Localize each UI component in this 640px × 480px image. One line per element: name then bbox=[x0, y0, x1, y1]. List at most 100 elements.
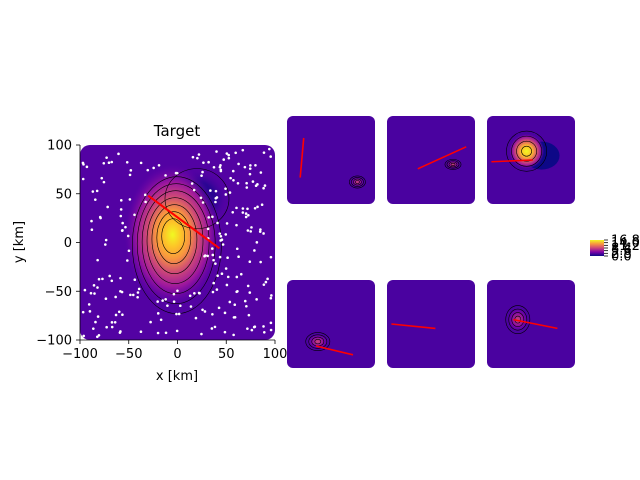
colorbar-tick-label: 0.0 bbox=[611, 250, 632, 265]
station-point bbox=[263, 184, 267, 187]
contour-line bbox=[156, 211, 192, 264]
station-point bbox=[258, 230, 262, 233]
station-point bbox=[125, 160, 129, 164]
station-point bbox=[156, 300, 159, 303]
peak-region bbox=[445, 160, 461, 169]
station-point bbox=[250, 328, 254, 332]
station-point bbox=[269, 155, 273, 158]
station-point bbox=[253, 206, 257, 210]
station-point bbox=[121, 313, 124, 316]
station-point bbox=[247, 213, 250, 217]
station-point bbox=[146, 168, 150, 172]
station-point bbox=[245, 186, 249, 189]
panel-background bbox=[287, 280, 375, 368]
contour-line bbox=[448, 161, 458, 168]
station-point bbox=[211, 290, 215, 294]
station-point bbox=[248, 167, 252, 170]
colorbar-gradient bbox=[590, 240, 604, 256]
contour-line bbox=[146, 197, 204, 284]
station-point bbox=[127, 249, 131, 253]
colorbar-ticks: 16.814.011.28.45.62.80.0 bbox=[604, 234, 640, 265]
station-point bbox=[104, 238, 108, 242]
station-point bbox=[236, 181, 240, 185]
station-point bbox=[172, 292, 176, 296]
station-point bbox=[262, 331, 266, 334]
station-point bbox=[220, 272, 224, 276]
station-point bbox=[214, 197, 218, 200]
station-point bbox=[159, 318, 163, 322]
station-point bbox=[220, 238, 224, 242]
contour-lines bbox=[132, 168, 230, 314]
station-point bbox=[239, 272, 243, 276]
station-point bbox=[92, 327, 95, 330]
station-point bbox=[89, 291, 93, 295]
station-point bbox=[88, 310, 92, 313]
contour-line bbox=[151, 204, 198, 274]
fault-trace bbox=[417, 146, 467, 170]
station-point bbox=[119, 208, 123, 211]
station-point bbox=[245, 304, 248, 308]
contour-line bbox=[446, 160, 460, 169]
station-point bbox=[251, 180, 255, 183]
station-point bbox=[105, 325, 108, 329]
station-point bbox=[213, 325, 217, 329]
peak-region bbox=[124, 164, 221, 305]
peak-region bbox=[508, 133, 545, 169]
station-point bbox=[262, 232, 265, 235]
y-tick-label: 100 bbox=[47, 139, 72, 154]
station-point bbox=[104, 297, 108, 300]
station-point bbox=[224, 233, 228, 236]
station-point bbox=[129, 293, 132, 297]
x-tick-label: 0 bbox=[173, 347, 181, 362]
station-point bbox=[214, 189, 218, 193]
station-point bbox=[133, 213, 136, 217]
station-point bbox=[246, 284, 250, 288]
station-point bbox=[259, 228, 262, 231]
chart-title: Target bbox=[153, 122, 201, 140]
station-point bbox=[225, 222, 229, 225]
station-point bbox=[246, 327, 249, 330]
station-point bbox=[179, 304, 182, 308]
y-axis-label: y [km] bbox=[12, 221, 27, 263]
station-point bbox=[203, 254, 206, 258]
station-point bbox=[110, 160, 114, 164]
station-point bbox=[228, 191, 232, 194]
contour-line bbox=[305, 332, 331, 351]
peak-region bbox=[507, 307, 529, 332]
contour-line bbox=[511, 312, 525, 327]
station-point bbox=[102, 161, 106, 165]
contour-line bbox=[164, 168, 230, 229]
small-panels bbox=[287, 116, 575, 368]
station-point bbox=[233, 315, 237, 319]
colorbar-tick-label: 16.8 bbox=[611, 234, 640, 249]
fault-trace bbox=[513, 318, 558, 330]
station-point bbox=[269, 328, 273, 332]
station-point bbox=[196, 156, 199, 160]
station-point bbox=[91, 190, 95, 193]
station-point bbox=[219, 168, 223, 172]
station-point bbox=[90, 228, 94, 232]
contour-line bbox=[308, 334, 328, 349]
x-axis-ticks: −100 −50 0 50 100 bbox=[62, 340, 287, 362]
station-point bbox=[262, 151, 266, 154]
station-point bbox=[249, 164, 252, 167]
station-point bbox=[120, 229, 124, 232]
station-point bbox=[81, 310, 85, 314]
station-point bbox=[133, 278, 137, 281]
station-point bbox=[246, 229, 250, 232]
station-point bbox=[191, 155, 195, 159]
contour-line bbox=[444, 159, 462, 170]
station-point bbox=[226, 275, 230, 279]
station-point bbox=[212, 165, 216, 169]
station-point bbox=[194, 316, 198, 320]
station-point bbox=[175, 329, 179, 333]
station-point bbox=[114, 295, 117, 299]
station-point bbox=[253, 249, 256, 252]
station-point bbox=[216, 221, 219, 225]
fault-trace bbox=[491, 159, 533, 163]
small-panel bbox=[287, 280, 375, 368]
station-point bbox=[87, 303, 91, 306]
station-point bbox=[269, 296, 273, 300]
station-point bbox=[215, 150, 218, 153]
station-point bbox=[207, 160, 210, 164]
